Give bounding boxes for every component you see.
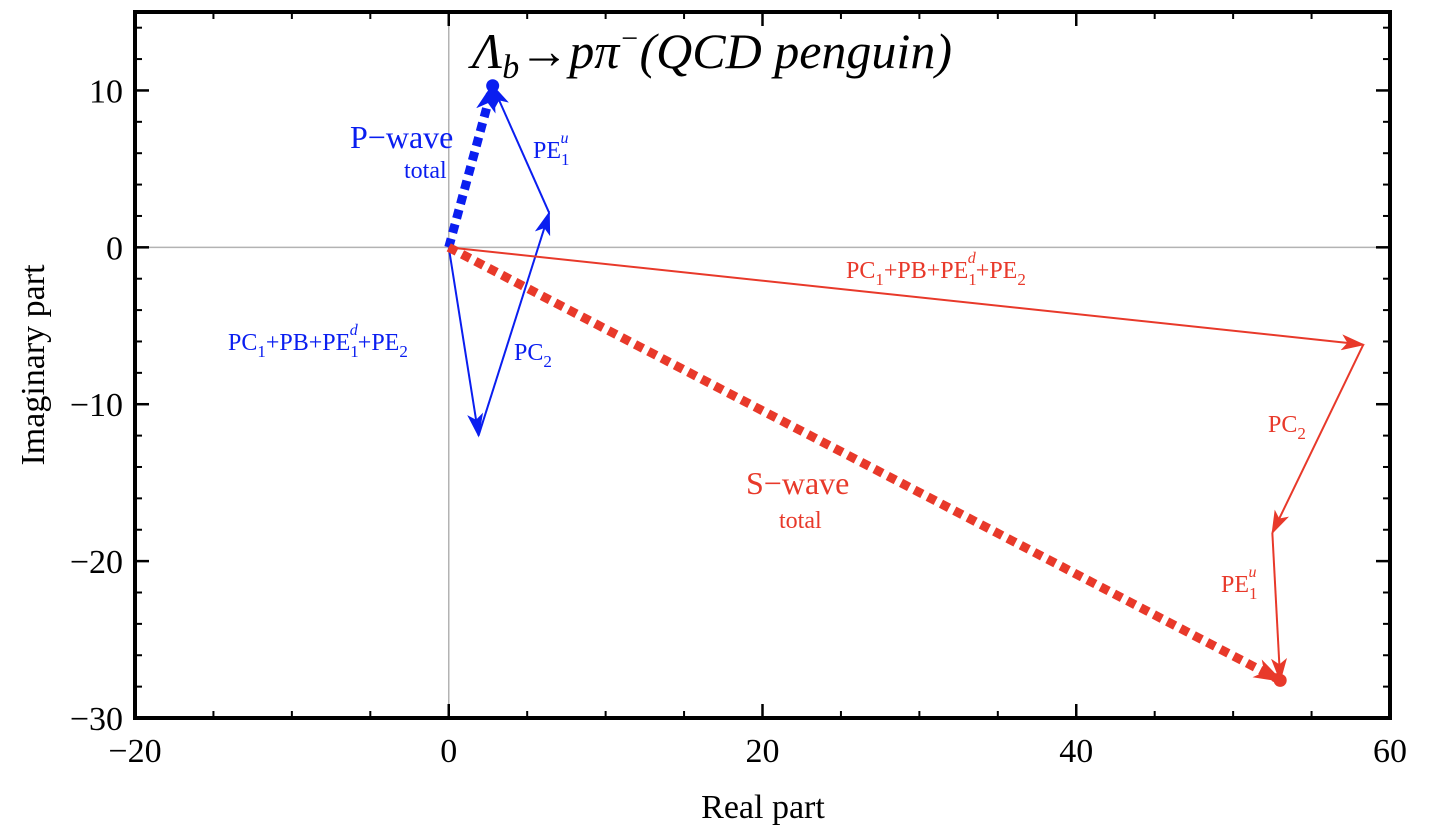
s-wave-endpoint [1273, 673, 1287, 687]
zero-gridlines [135, 12, 1390, 718]
chart-title: Λb→pπ−(QCD penguin) [468, 22, 952, 86]
x-tick-label: 0 [440, 733, 457, 770]
plot-frame [133, 10, 1392, 720]
p-wave-vector-total [444, 81, 498, 249]
y-tick-label: −20 [70, 544, 123, 581]
title-lambda: Λ [468, 23, 502, 79]
s-wave-vector-1 [448, 246, 1366, 351]
s-wave-total-label: total [779, 508, 822, 534]
s-long-label: PC1+PB+PE1d+PE2 [846, 250, 1026, 289]
p-pe1u-label: PE1 u [533, 130, 570, 169]
y-tick-label: −10 [70, 387, 123, 424]
y-tick-label: 0 [106, 230, 123, 267]
s-wave-vector-total [446, 243, 1284, 685]
title-rest: (QCD penguin) [640, 23, 952, 79]
s-long-b-sub: 1 [968, 270, 977, 289]
s-pc2-sub: 2 [1297, 424, 1306, 443]
s-wave-label: S−wave [746, 465, 849, 501]
x-tick-label: 60 [1373, 733, 1407, 770]
title-pi: π [594, 23, 621, 79]
s-long-b-sup: d [968, 250, 977, 267]
y-tick-label: −30 [70, 701, 123, 738]
s-pc2-label: PC2 [1268, 412, 1306, 443]
vectors-layer [444, 81, 1366, 685]
p-pc2-sub: 2 [543, 352, 552, 371]
p-pe1u-base: PE [533, 138, 561, 164]
p-long-a: PC [228, 330, 257, 356]
p-long-a-sub: 1 [257, 342, 266, 361]
y-axis-title: Imaginary part [15, 264, 52, 466]
p-long-b: +PB+PE [266, 330, 350, 356]
p-long-c: +PE [358, 330, 400, 356]
p-pc2-label: PC2 [514, 340, 552, 371]
p-long-b-sub: 1 [350, 342, 359, 361]
title-lambda-sub: b [502, 49, 519, 86]
s-pc2-base: PC [1268, 412, 1297, 438]
p-pe1u-sub: 1 [561, 150, 570, 169]
p-wave-total-label: total [404, 158, 447, 184]
p-long-b-sup: d [350, 322, 359, 339]
x-tick-label: 40 [1059, 733, 1093, 770]
s-long-c-sub: 2 [1017, 270, 1026, 289]
p-wave-vector-1 [447, 247, 484, 438]
x-tick-label: 20 [746, 733, 780, 770]
title-pi-sup: − [619, 22, 639, 55]
x-axis-title: Real part [701, 789, 825, 826]
s-wave-vector-3 [1271, 532, 1288, 683]
p-long-label: PC1+PB+PE1d+PE2 [228, 322, 408, 361]
y-tick-label: 10 [89, 73, 123, 110]
endpoints-layer [486, 79, 1287, 687]
s-pe1u-sub: 1 [1249, 584, 1258, 603]
s-long-a-sub: 1 [875, 270, 884, 289]
s-wave-vector-2 [1271, 344, 1365, 535]
s-pe1u-base: PE [1221, 572, 1249, 598]
s-long-a: PC [846, 258, 875, 284]
s-pe1u-sup: u [1249, 564, 1257, 581]
s-pe1u-label: PE1 u [1221, 564, 1258, 603]
p-wave-vector-2 [477, 210, 551, 436]
p-pc2-base: PC [514, 340, 543, 366]
p-long-c-sub: 2 [399, 342, 408, 361]
title-arrow: →p [519, 23, 594, 79]
p-wave-label: P−wave [350, 119, 453, 155]
p-wave-endpoint [486, 79, 500, 93]
s-long-b: +PB+PE [884, 258, 968, 284]
axis-ticks [133, 12, 1392, 720]
x-tick-label: −20 [108, 733, 161, 770]
p-pe1u-sup: u [561, 130, 569, 147]
s-long-c: +PE [976, 258, 1018, 284]
p-wave-vector-3 [491, 83, 551, 214]
